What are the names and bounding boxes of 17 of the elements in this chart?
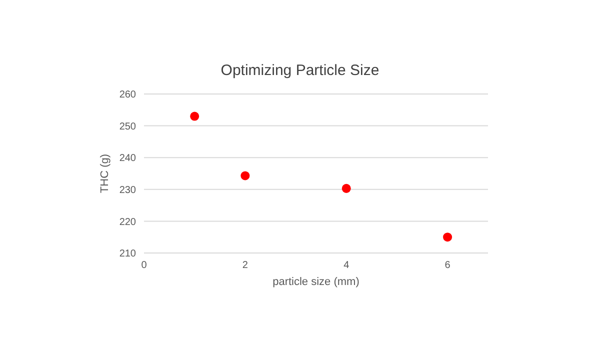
y-tick-label: 220	[119, 216, 136, 228]
x-tick-label: 0	[141, 260, 148, 272]
y-tick-label: 210	[119, 248, 136, 260]
y-tick-label: 230	[119, 184, 136, 196]
x-tick-label: 6	[444, 260, 451, 272]
x-tick-label: 4	[344, 260, 350, 272]
x-tick-label: 2	[242, 260, 248, 272]
point	[342, 184, 351, 193]
y-tick-label: 240	[119, 153, 136, 164]
point	[240, 171, 250, 180]
point	[190, 112, 200, 121]
y-axis-title: THC (g)	[98, 154, 111, 194]
y-tick-label: 260	[119, 90, 136, 101]
x-axis-title: particle size (mm)	[272, 276, 360, 288]
y-tick-label: 250	[119, 121, 136, 132]
point	[443, 232, 452, 242]
chart-title: Optimizing Particle Size	[220, 62, 380, 79]
